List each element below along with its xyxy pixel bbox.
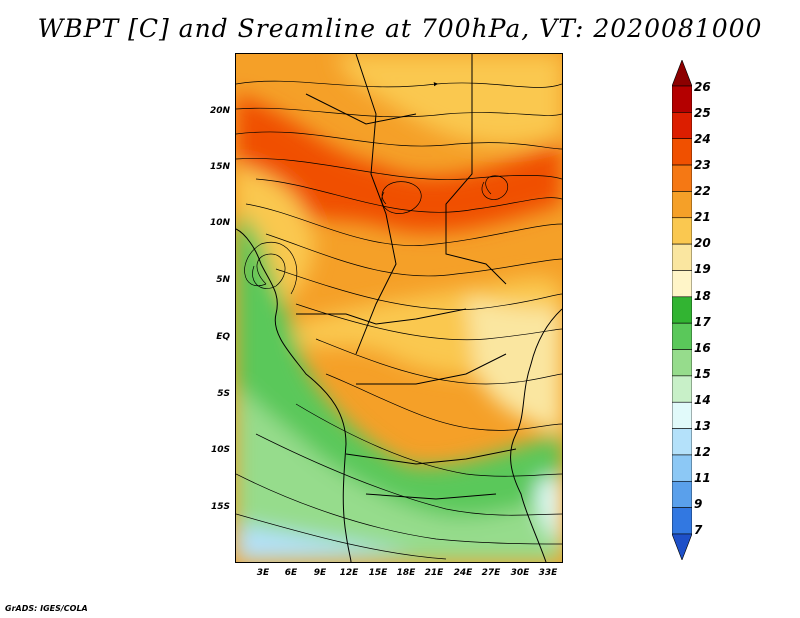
- colorbar-label-25: 25: [694, 106, 711, 120]
- field-east-pale: [466, 294, 562, 434]
- lon-label-30E: 30E: [510, 568, 530, 578]
- colorbar-segment: [672, 507, 692, 535]
- colorbar-segment: [672, 375, 692, 403]
- colorbar-label-9: 9: [694, 497, 703, 511]
- lat-label-5N: 5N: [216, 275, 230, 285]
- lon-label-12E: 12E: [339, 568, 359, 578]
- colorbar-segment: [672, 270, 692, 298]
- colorbar-label-23: 23: [694, 158, 711, 172]
- lon-label-21E: 21E: [424, 568, 444, 578]
- lat-label-EQ: EQ: [216, 332, 230, 342]
- lon-label-9E: 9E: [313, 568, 327, 578]
- lat-label-20N: 20N: [209, 106, 230, 116]
- field-cool-se: [536, 476, 562, 544]
- colorbar-segment: [672, 401, 692, 429]
- colorbar-segment: [672, 322, 692, 350]
- colorbar-segment: [672, 480, 692, 508]
- colorbar-label-11: 11: [694, 471, 711, 485]
- field-pale-green: [236, 384, 562, 562]
- lon-label-3E: 3E: [256, 568, 270, 578]
- lat-label-5S: 5S: [217, 389, 230, 399]
- colorbar-label-14: 14: [694, 393, 711, 407]
- colorbar-segment: [672, 296, 692, 324]
- lon-label-27E: 27E: [481, 568, 501, 578]
- lat-label-10N: 10N: [209, 218, 230, 228]
- colorbar-segment: [672, 60, 692, 87]
- colorbar-segment: [672, 428, 692, 456]
- coastlines: [236, 54, 562, 562]
- colorbar-label-24: 24: [694, 132, 711, 146]
- field-warm-belt: [236, 94, 562, 233]
- colorbar-label-16: 16: [694, 341, 711, 355]
- colorbar: [672, 60, 692, 560]
- colorbar-label-12: 12: [694, 445, 711, 459]
- lat-label-10S: 10S: [210, 445, 230, 455]
- colorbar-segment: [672, 191, 692, 219]
- wbpt-field: [236, 54, 562, 562]
- colorbar-label-26: 26: [694, 80, 711, 94]
- field-cool-blue-sw: [236, 524, 416, 562]
- colorbar-segment: [672, 454, 692, 482]
- colorbar-label-20: 20: [694, 236, 711, 250]
- colorbar-label-13: 13: [694, 419, 711, 433]
- lat-label-15N: 15N: [209, 162, 230, 172]
- colorbar-segment: [672, 243, 692, 271]
- colorbar-label-18: 18: [694, 289, 711, 303]
- colorbar-segment: [672, 349, 692, 377]
- colorbar-segment: [672, 217, 692, 245]
- lon-label-6E: 6E: [284, 568, 298, 578]
- colorbar-segment: [672, 164, 692, 192]
- map-title: WBPT [C] and Sreamline at 700hPa, VT: 20…: [37, 14, 763, 43]
- colorbar-segment: [672, 533, 692, 560]
- colorbar-label-17: 17: [694, 315, 711, 329]
- lon-label-18E: 18E: [396, 568, 416, 578]
- lon-label-15E: 15E: [368, 568, 388, 578]
- colorbar-label-15: 15: [694, 367, 711, 381]
- map-panel: [235, 53, 563, 563]
- lon-label-33E: 33E: [538, 568, 558, 578]
- footer-credit: GrADS: IGES/COLA: [5, 604, 88, 613]
- colorbar-label-7: 7: [694, 523, 703, 537]
- lat-label-15S: 15S: [210, 502, 230, 512]
- colorbar-label-21: 21: [694, 210, 711, 224]
- colorbar-segment: [672, 112, 692, 140]
- colorbar-label-22: 22: [694, 184, 711, 198]
- colorbar-segment: [672, 138, 692, 166]
- colorbar-segment: [672, 85, 692, 113]
- colorbar-label-19: 19: [694, 262, 711, 276]
- lon-label-24E: 24E: [453, 568, 473, 578]
- field-top-yellow: [336, 54, 562, 145]
